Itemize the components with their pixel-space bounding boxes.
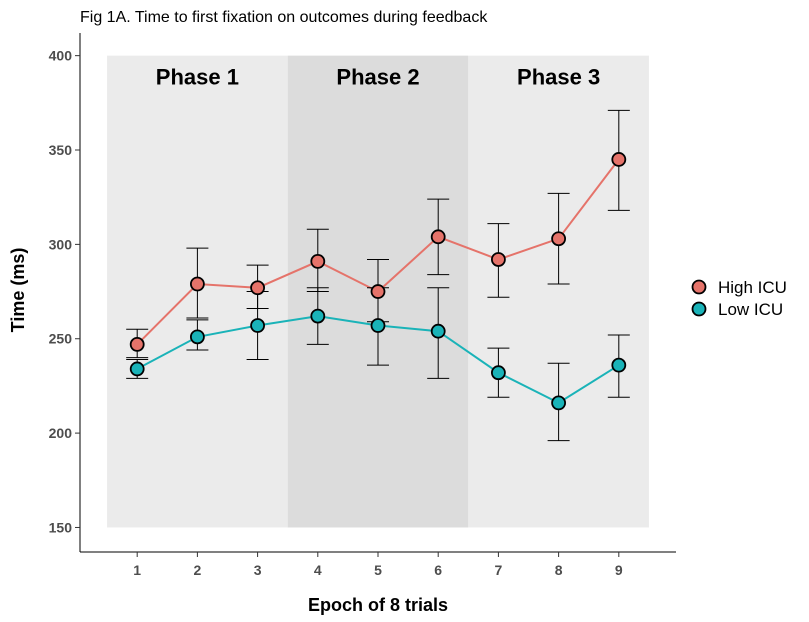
y-axis-title: Time (ms) <box>8 248 28 333</box>
data-point <box>551 231 567 247</box>
y-tick-label: 250 <box>49 331 73 347</box>
legend-marker <box>691 279 707 295</box>
legend: High ICU Low ICU <box>691 278 787 319</box>
data-point <box>310 308 326 324</box>
x-tick-label: 8 <box>555 562 563 578</box>
data-point <box>250 280 265 296</box>
data-point <box>250 318 265 333</box>
x-tick-label: 5 <box>374 562 382 578</box>
x-tick-label: 9 <box>615 562 623 578</box>
data-point <box>370 284 386 299</box>
x-axis-title: Epoch of 8 trials <box>308 595 448 615</box>
x-tick-label: 3 <box>254 562 262 578</box>
data-point <box>129 361 145 377</box>
data-point <box>430 323 446 339</box>
y-tick-label: 300 <box>49 236 73 252</box>
legend-marker <box>691 301 707 317</box>
phase-label-3: Phase 3 <box>517 65 600 90</box>
data-point <box>370 318 386 333</box>
phase-label-1: Phase 1 <box>156 65 239 90</box>
data-point <box>611 357 627 373</box>
data-point <box>430 229 446 245</box>
chart-title: Fig 1A. Time to first fixation on outcom… <box>80 9 488 26</box>
legend-label: High ICU <box>718 278 787 297</box>
data-point <box>491 365 506 381</box>
legend-label: Low ICU <box>718 300 783 319</box>
phase-label-2: Phase 2 <box>336 65 419 90</box>
data-point <box>491 252 506 267</box>
y-tick-label: 200 <box>49 425 73 441</box>
data-point <box>189 329 205 345</box>
data-point <box>310 253 326 269</box>
y-tick-label: 150 <box>49 519 73 535</box>
x-tick-label: 4 <box>314 562 322 578</box>
phase-band-3 <box>468 55 649 528</box>
data-point <box>129 336 145 352</box>
series-layer <box>126 109 630 442</box>
x-tick-label: 6 <box>434 562 442 578</box>
x-tick-label: 7 <box>495 562 503 578</box>
x-tick-label: 2 <box>193 562 201 578</box>
y-tick-label: 350 <box>49 142 73 158</box>
legend-item-2: Low ICU <box>691 300 783 319</box>
x-tick-label: 1 <box>133 562 141 578</box>
legend-item-1: High ICU <box>691 278 787 297</box>
series-points <box>129 152 627 411</box>
data-point <box>551 395 567 411</box>
data-point <box>189 276 205 292</box>
axes: 150 200 250 300 350 400 1 2 3 4 5 6 7 8 9 <box>49 33 676 578</box>
data-point <box>611 152 627 167</box>
y-tick-label: 400 <box>49 48 73 64</box>
